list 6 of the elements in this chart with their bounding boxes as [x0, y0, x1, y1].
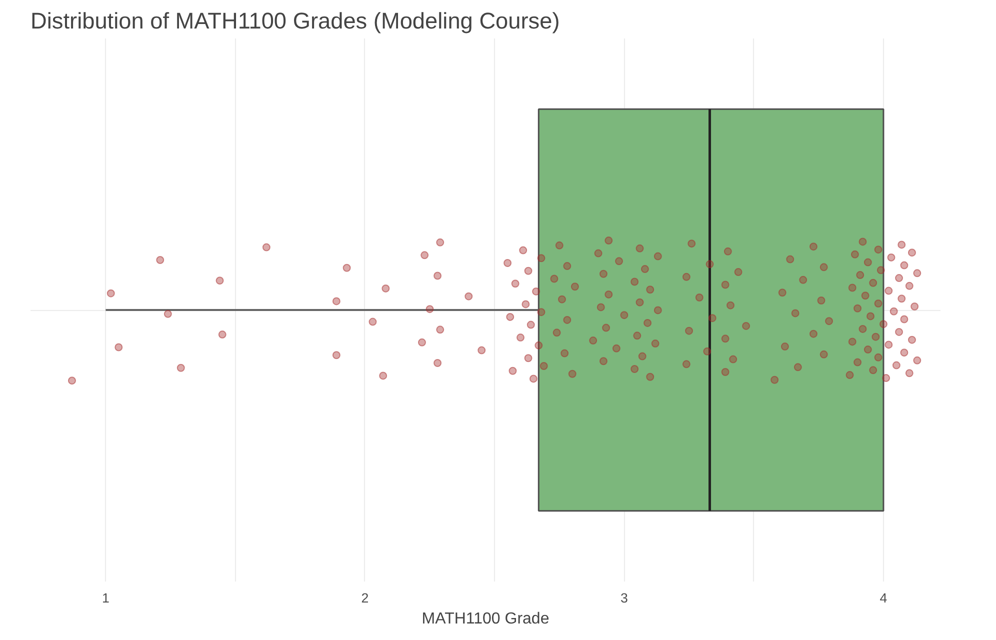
x-tick-label: 2 — [361, 590, 369, 606]
x-axis-title: MATH1100 Grade — [422, 610, 550, 628]
chart-title: Distribution of MATH1100 Grades (Modeling Course) — [30, 8, 560, 34]
x-tick-label: 4 — [880, 590, 888, 606]
x-tick-label: 3 — [620, 590, 628, 606]
x-tick-label: 1 — [102, 590, 110, 606]
